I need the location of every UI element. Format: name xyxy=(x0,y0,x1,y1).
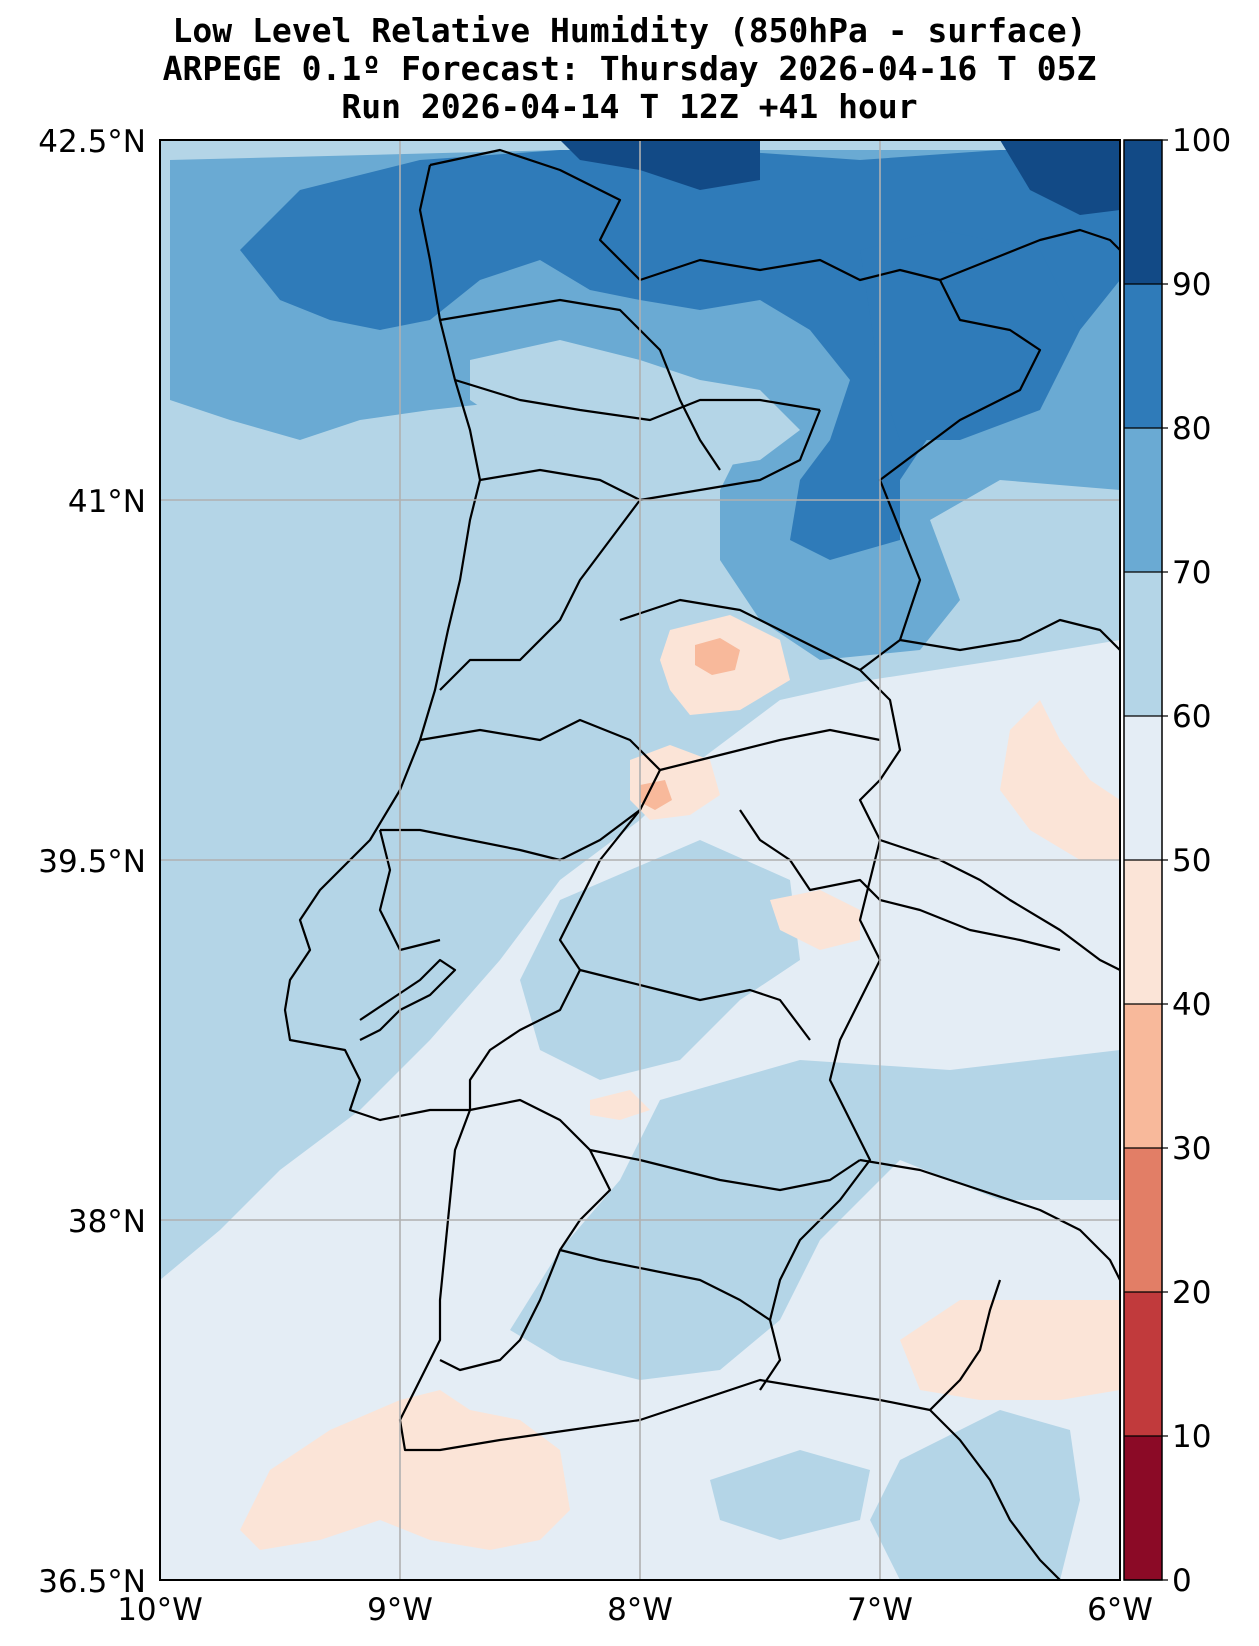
map-gridlines xyxy=(160,140,1120,1580)
x-tick-label: 9°W xyxy=(367,1592,433,1628)
humidity-zone-90-100-northeast xyxy=(1000,140,1120,215)
humidity-zone-40-50-south-small xyxy=(590,1090,650,1120)
humidity-zone-60-70-central xyxy=(520,840,800,1080)
colorbar-frame xyxy=(1123,139,1163,1581)
y-tick-label: 38°N xyxy=(68,1204,146,1240)
colorbar-tick-label: 90 xyxy=(1172,267,1211,303)
y-tick-label: 39.5°N xyxy=(38,844,146,880)
x-axis-tick-labels: 10°W 9°W 8°W 7°W 6°W xyxy=(117,1592,1153,1628)
y-tick-label: 41°N xyxy=(68,484,146,520)
humidity-zone-40-50-southwest xyxy=(240,1390,570,1550)
district-border-south-3 xyxy=(559,1248,771,1321)
portugal-spain-border xyxy=(429,148,1042,1391)
colorbar-segment xyxy=(1124,1148,1162,1292)
district-border-central-3 xyxy=(659,728,881,772)
humidity-zone-70-80-inlet xyxy=(470,340,800,470)
colorbar-segment xyxy=(1124,1004,1162,1148)
humidity-zone-40-50-east xyxy=(1000,700,1120,860)
district-border-central-1 xyxy=(619,598,861,671)
portugal-west-coastline xyxy=(283,164,1061,1580)
humidity-zone-40-50-mid-east xyxy=(770,890,860,950)
coastline-and-borders xyxy=(283,148,1120,1580)
district-border-south-1 xyxy=(439,1098,612,1372)
colorbar-tick-label: 20 xyxy=(1172,1275,1211,1311)
humidity-zone-30-40-spot-north xyxy=(695,638,740,675)
title-line-1: Low Level Relative Humidity (850hPa - su… xyxy=(172,11,1087,50)
colorbar-tick-label: 100 xyxy=(1172,123,1231,159)
colorbar-tick-label: 0 xyxy=(1172,1563,1192,1599)
humidity-zone-60-70-southeast xyxy=(870,1410,1080,1580)
humidity-zone-30-40-spot-central xyxy=(640,780,672,810)
colorbar-segment xyxy=(1124,572,1162,716)
x-tick-label: 8°W xyxy=(607,1592,673,1628)
humidity-zone-40-50-southeast xyxy=(900,1300,1120,1400)
x-tick-label: 6°W xyxy=(1087,1592,1153,1628)
spain-internal-border-4 xyxy=(929,1279,1002,1411)
spain-internal-border-1 xyxy=(899,618,1120,652)
district-border-central-6 xyxy=(558,809,811,1041)
colorbar-segment xyxy=(1124,716,1162,860)
colorbar-segment xyxy=(1124,140,1162,284)
colorbar-tick-label: 30 xyxy=(1172,1131,1211,1167)
colorbar-segment xyxy=(1124,860,1162,1004)
colorbar-tick-label: 80 xyxy=(1172,411,1211,447)
district-border-central-7 xyxy=(468,969,581,1110)
district-border-central-5 xyxy=(739,809,1061,952)
map-title: Low Level Relative Humidity (850hPa - su… xyxy=(0,12,1259,126)
colorbar-segment xyxy=(1124,428,1162,572)
x-tick-label: 10°W xyxy=(117,1592,203,1628)
district-border-north-3 xyxy=(439,468,642,691)
colorbar: 0 10 20 30 40 50 60 70 80 90 100 xyxy=(1123,123,1231,1599)
district-border-north-4 xyxy=(639,409,822,502)
colorbar-segment xyxy=(1124,1292,1162,1436)
title-line-2: ARPEGE 0.1º Forecast: Thursday 2026-04-1… xyxy=(162,49,1097,88)
galicia-border xyxy=(939,228,1120,282)
colorbar-segment xyxy=(1124,1436,1162,1580)
y-tick-label: 36.5°N xyxy=(38,1564,146,1600)
colorbar-segment xyxy=(1124,284,1162,428)
humidity-zone-60-70-southwest-coast xyxy=(710,1450,870,1540)
colorbar-tick-label: 50 xyxy=(1172,843,1211,879)
humidity-zone-60-70-southcentral xyxy=(510,1050,1120,1380)
y-axis-tick-labels: 42.5°N 41°N 39.5°N 38°N 36.5°N xyxy=(38,124,146,1600)
colorbar-tick-label: 10 xyxy=(1172,1419,1211,1455)
colorbar-tick-label: 70 xyxy=(1172,555,1211,591)
x-tick-label: 7°W xyxy=(847,1592,913,1628)
humidity-zone-80-90-northeast-lobe xyxy=(860,230,1080,440)
title-line-3: Run 2026-04-14 T 12Z +41 hour xyxy=(341,87,918,126)
colorbar-tick-label: 40 xyxy=(1172,987,1211,1023)
humidity-zone-90-100-north xyxy=(560,140,760,190)
colorbar-tick-label: 60 xyxy=(1172,699,1211,735)
district-border-north-2 xyxy=(454,378,821,422)
y-tick-label: 42.5°N xyxy=(38,124,146,160)
spain-internal-border-3 xyxy=(859,1158,1120,1281)
map-frame xyxy=(159,139,1121,1581)
district-border-central-4 xyxy=(378,829,441,952)
